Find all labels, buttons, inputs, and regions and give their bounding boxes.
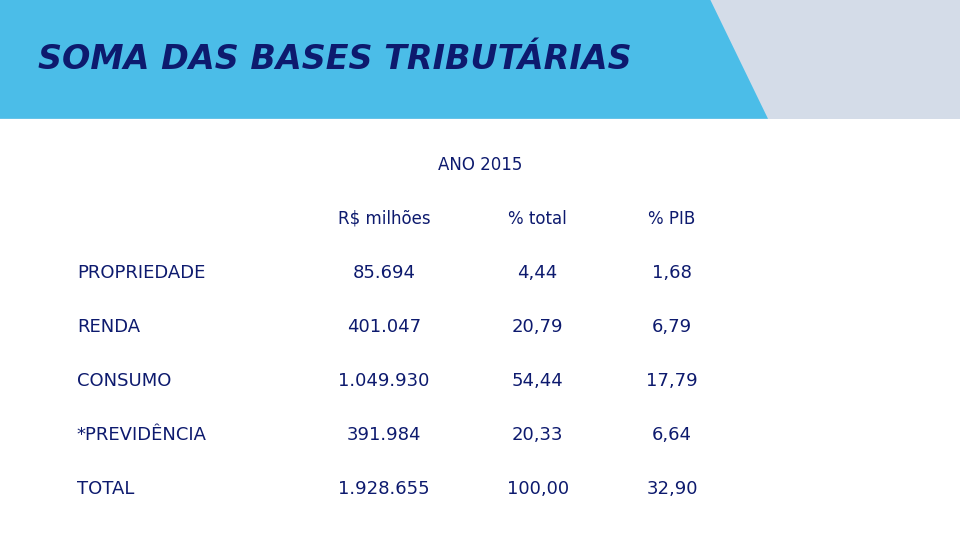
Text: 20,33: 20,33 bbox=[512, 426, 564, 444]
Text: 6,79: 6,79 bbox=[652, 318, 692, 336]
Text: PROPRIEDADE: PROPRIEDADE bbox=[77, 264, 205, 282]
Text: 391.984: 391.984 bbox=[347, 426, 421, 444]
Text: 20,79: 20,79 bbox=[512, 318, 564, 336]
Text: 100,00: 100,00 bbox=[507, 480, 568, 498]
Text: 54,44: 54,44 bbox=[512, 372, 564, 390]
Text: 1,68: 1,68 bbox=[652, 264, 692, 282]
Text: 32,90: 32,90 bbox=[646, 480, 698, 498]
Text: R$ milhões: R$ milhões bbox=[338, 210, 430, 228]
Text: CONSUMO: CONSUMO bbox=[77, 372, 171, 390]
Text: % total: % total bbox=[508, 210, 567, 228]
Text: 17,79: 17,79 bbox=[646, 372, 698, 390]
Text: *PREVIDÊNCIA: *PREVIDÊNCIA bbox=[77, 426, 206, 444]
Text: SOMA DAS BASES TRIBUTÁRIAS: SOMA DAS BASES TRIBUTÁRIAS bbox=[38, 43, 632, 76]
Text: 4,44: 4,44 bbox=[517, 264, 558, 282]
Text: TOTAL: TOTAL bbox=[77, 480, 134, 498]
Text: RENDA: RENDA bbox=[77, 318, 140, 336]
Text: 1.928.655: 1.928.655 bbox=[338, 480, 430, 498]
Text: 85.694: 85.694 bbox=[352, 264, 416, 282]
Text: % PIB: % PIB bbox=[648, 210, 696, 228]
Text: 6,64: 6,64 bbox=[652, 426, 692, 444]
Text: 1.049.930: 1.049.930 bbox=[338, 372, 430, 390]
Text: ANO 2015: ANO 2015 bbox=[438, 156, 522, 174]
Text: 401.047: 401.047 bbox=[347, 318, 421, 336]
